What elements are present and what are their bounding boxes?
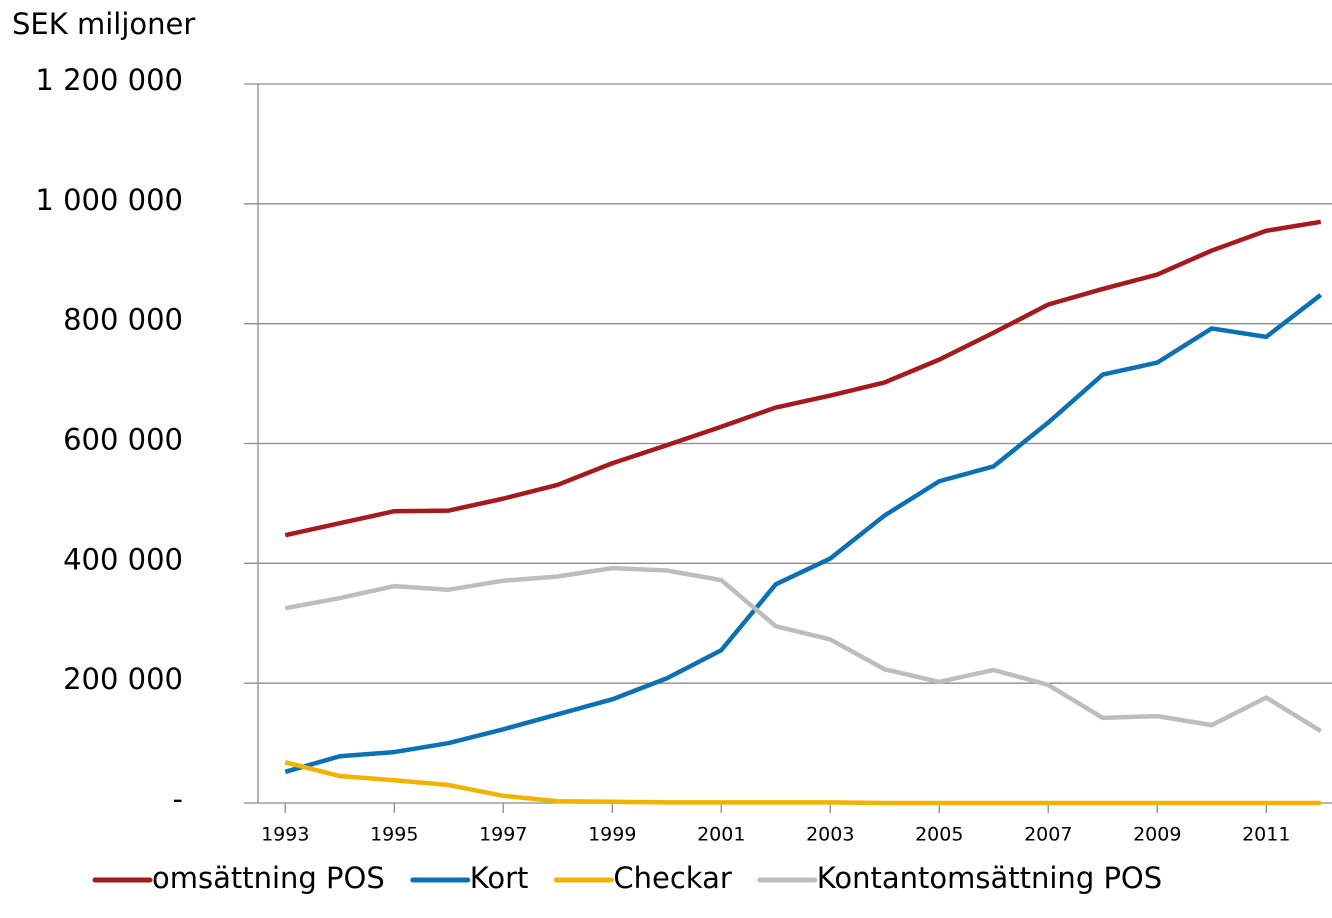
x-tick-label: 2011	[1242, 824, 1290, 846]
series-line	[284, 219, 1322, 538]
x-tick-label: 2009	[1133, 824, 1181, 846]
series-line	[284, 293, 1323, 775]
y-axis-label: SEK miljoner	[12, 7, 195, 41]
y-tick-label: 1 200 000	[35, 63, 183, 97]
legend-label: Kontantomsättning POS	[817, 861, 1162, 895]
series-line	[284, 760, 1321, 806]
y-tick-label: 200 000	[63, 662, 183, 696]
x-tick-label: 2003	[806, 824, 854, 846]
x-tick-label: 2001	[697, 824, 745, 846]
legend-label: Checkar	[613, 861, 731, 895]
legend-label: omsättning POS	[152, 861, 385, 895]
x-tick-label: 1995	[370, 824, 418, 846]
x-tick-label: 1997	[479, 824, 527, 846]
legend-label: Kort	[470, 861, 529, 895]
series-line	[284, 565, 1322, 734]
y-tick-label: 800 000	[63, 303, 183, 337]
y-tick-label: -	[173, 782, 183, 816]
x-tick-label: 2005	[915, 824, 963, 846]
x-tick-label: 1999	[588, 824, 636, 846]
y-tick-label: 600 000	[63, 423, 183, 457]
x-tick-label: 2007	[1024, 824, 1072, 846]
y-tick-label: 400 000	[63, 542, 183, 576]
y-tick-label: 1 000 000	[35, 183, 183, 217]
x-tick-label: 1993	[261, 824, 309, 846]
